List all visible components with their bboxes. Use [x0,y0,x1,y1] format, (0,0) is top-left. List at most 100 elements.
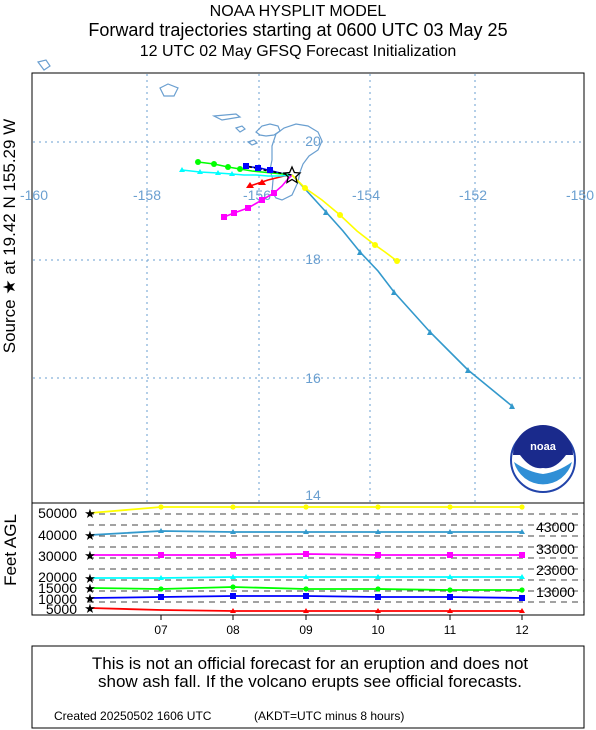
disclaimer-line-2: show ash fall. If the volcano erupts see… [98,672,522,691]
marker-green-circle [237,166,243,172]
marker-yellow-circle [372,242,378,248]
marker-green-circle [195,159,201,165]
coastline [36,59,323,201]
lat-label: 16 [305,370,321,386]
time-label: 07 [154,623,168,637]
altitude-label-right: 23000 [536,562,575,578]
marker-magenta-square [259,197,265,203]
height-marker-red [519,608,525,613]
trajectory-50000ft-yellow [291,174,398,262]
height-marker-blue [519,595,525,601]
trajectory-20000ft-cyan [181,169,293,177]
lon-label: -150 [566,187,594,203]
height-marker-magenta [519,552,525,558]
marker-cyan-triangle [197,169,203,174]
height-marker-blue [303,593,309,599]
marker-steel-triangle [465,367,471,373]
altitude-label: 40000 [38,527,77,543]
height-marker-green [519,587,525,593]
source-star-icon [282,165,302,184]
height-marker-blue [447,594,453,600]
height-panel-frame [31,502,585,616]
lat-label: 14 [305,487,321,503]
marker-magenta-square [231,210,237,216]
altitude-label: 20000 [38,569,77,585]
altitude-label: 50000 [38,505,77,521]
marker-steel-triangle [427,329,433,335]
lat-label: 18 [305,251,321,267]
marker-magenta-square [221,214,227,220]
noaa-logo: noaa [510,425,576,493]
coast-hawaii-island [269,123,323,201]
disclaimer-line-1: This is not an official forecast for an … [91,654,529,673]
height-marker-magenta [158,552,164,558]
height-marker-green [303,586,309,592]
height-marker-red [303,608,309,613]
altitude-label: 15000 [38,580,77,596]
lon-label: -156 [243,187,271,203]
model-title: NOAA HYSPLIT MODEL [209,3,387,20]
height-marker-magenta [447,552,453,558]
noaa-logo-sea [514,462,572,485]
height-marker-yellow [519,504,525,510]
height-marker-yellow [447,504,453,510]
timezone-note: (AKDT=UTC minus 8 hours) [254,709,405,723]
lat-label: 20 [305,133,321,149]
marker-steel-triangle [509,403,515,409]
marker-red-triangle [258,179,266,185]
height-marker-steel [375,529,381,534]
height-start-star-icon: ★ [84,591,96,606]
height-marker-red [230,608,236,613]
coast-oahu [159,83,179,97]
initialization-subtitle: 12 UTC 02 May GFSQ Forecast Initializati… [139,43,457,60]
height-markers [158,504,525,613]
height-start-star-icon: ★ [84,571,96,586]
altitude-label-right: 13000 [536,584,575,600]
height-start-star-icon: ★ [84,548,96,563]
height-marker-yellow [158,504,164,510]
altitude-label: 30000 [38,548,77,564]
height-marker-green [230,584,236,590]
height-marker-yellow [303,504,309,510]
marker-steel-triangle [323,209,329,215]
height-marker-magenta [230,552,236,558]
map-grid [33,74,583,502]
marker-cyan-triangle [215,170,221,175]
marker-magenta-square [271,190,277,196]
created-timestamp: Created 20250502 1606 UTC [54,709,212,723]
height-marker-red [375,608,381,613]
height-marker-steel [303,529,309,534]
height-marker-cyan [375,574,381,579]
height-marker-blue [375,594,381,600]
height-marker-magenta [303,551,309,557]
height-marker-steel [519,529,525,534]
height-start-star-icon: ★ [84,601,96,616]
lon-label: -158 [133,187,161,203]
marker-red-triangle [246,182,254,188]
lon-label: -160 [20,187,48,203]
altitude-label: 5000 [46,601,77,617]
coast-kahoolawe [246,139,259,146]
height-marker-green [375,586,381,592]
lon-label: -154 [352,187,380,203]
lon-label: -152 [459,187,487,203]
coast-kauai [36,59,51,71]
marker-yellow-circle [302,185,308,191]
time-label: 10 [371,623,385,637]
height-marker-blue [230,593,236,599]
noaa-logo-sky [513,425,573,469]
height-marker-yellow [230,504,236,510]
footer-frame [31,645,585,729]
time-label: 11 [444,623,457,637]
height-marker-cyan [447,574,453,579]
time-axis-ticks [160,615,523,620]
height-marker-cyan [230,574,236,579]
height-start-star-icon: ★ [84,581,96,596]
marker-magenta-square [245,205,251,211]
time-label: 08 [226,623,240,637]
height-marker-steel [230,529,236,534]
height-marker-magenta [375,552,381,558]
height-marker-green [447,587,453,593]
time-label: 09 [299,623,313,637]
